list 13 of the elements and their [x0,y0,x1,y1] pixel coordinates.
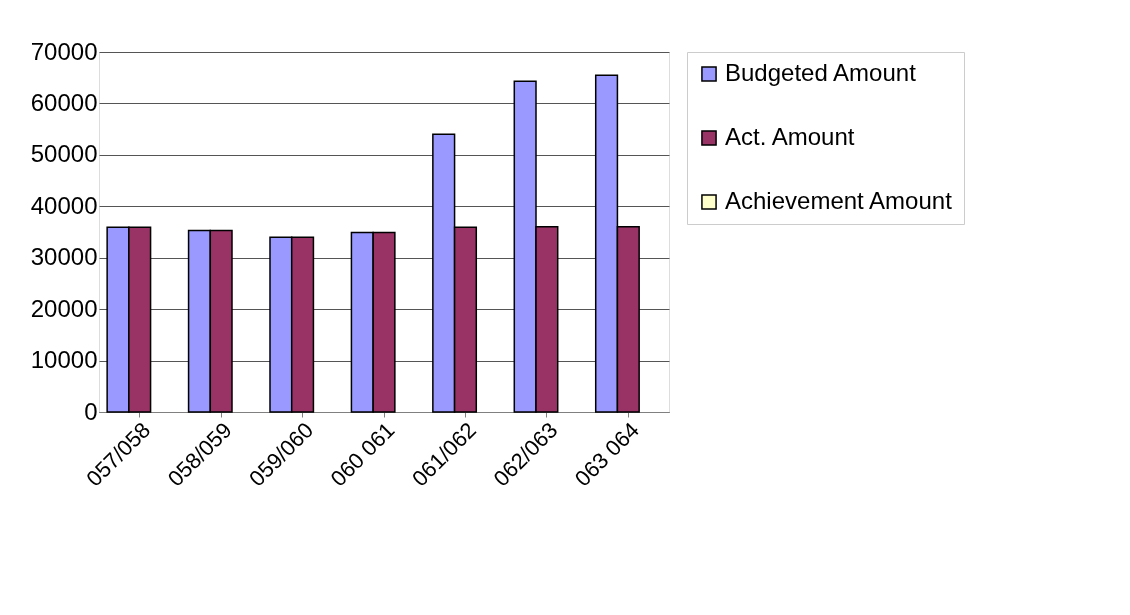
x-tick-label: 063 064 [569,417,644,492]
legend-label: Act. Amount [725,123,855,150]
legend-label: Budgeted Amount [725,59,917,86]
legend-label: Achievement Amount [725,187,953,214]
y-tick-label: 30000 [30,243,98,271]
y-tick-label: 0 [84,397,98,425]
y-tick-label: 60000 [30,88,98,116]
y-tick-label: 40000 [30,191,98,219]
x-tick-label: 060 061 [325,417,400,492]
y-tick-label: 70000 [30,37,98,65]
y-tick-label: 50000 [30,140,98,168]
y-tick-label: 10000 [30,346,98,374]
y-tick-label: 20000 [30,294,98,322]
